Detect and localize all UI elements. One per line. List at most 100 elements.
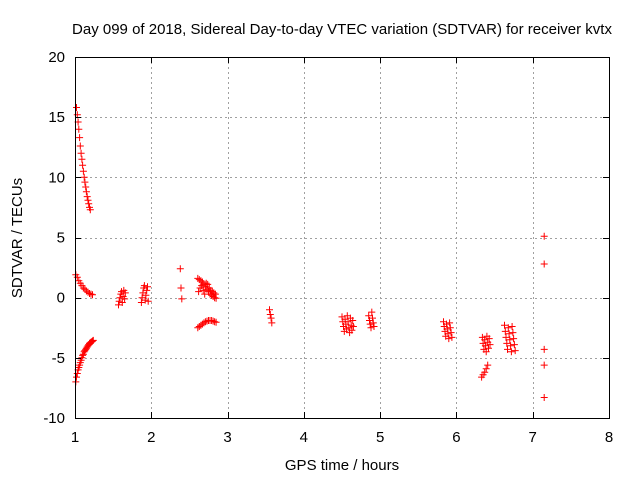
- data-point: [84, 288, 92, 296]
- data-point: [367, 324, 375, 332]
- data-point: [540, 394, 548, 401]
- y-tick-label: 20: [48, 49, 65, 66]
- data-point: [202, 279, 210, 287]
- data-point: [87, 290, 95, 298]
- data-point: [501, 321, 508, 329]
- data-point: [510, 341, 518, 349]
- x-tick-label: 7: [529, 429, 537, 446]
- data-point: [266, 311, 274, 318]
- data-point: [344, 318, 352, 326]
- data-point: [208, 317, 216, 324]
- data-point: [116, 294, 124, 302]
- data-point: [82, 188, 90, 196]
- data-point: [79, 161, 87, 169]
- chart-title: Day 099 of 2018, Sidereal Day-to-day VTE…: [72, 21, 612, 38]
- data-point: [443, 325, 451, 333]
- data-point: [198, 282, 206, 290]
- data-point: [195, 288, 203, 296]
- data-point: [77, 149, 85, 157]
- data-point: [510, 335, 518, 343]
- data-point: [446, 324, 454, 332]
- y-tick-label: 0: [57, 290, 65, 307]
- data-point: [448, 333, 456, 341]
- y-tick-label: 5: [57, 230, 65, 247]
- data-point: [144, 283, 151, 291]
- data-point: [83, 193, 91, 201]
- x-tick-labels: 1 2 3 4 5 6 7 8: [71, 429, 613, 446]
- data-point: [445, 335, 453, 343]
- data-point: [267, 314, 275, 322]
- data-point: [446, 319, 454, 327]
- x-axis-label: GPS time / hours: [285, 457, 399, 474]
- data-point: [137, 299, 145, 306]
- data-point: [73, 370, 81, 377]
- x-tick-label: 4: [300, 429, 308, 446]
- data-point: [143, 286, 151, 294]
- data-point: [504, 324, 512, 332]
- x-tick-label: 1: [71, 429, 79, 446]
- data-point: [507, 348, 515, 356]
- data-point: [89, 291, 96, 299]
- data-point: [366, 320, 374, 328]
- data-point: [118, 299, 126, 306]
- data-point: [444, 330, 452, 338]
- data-point: [76, 134, 84, 142]
- data-point: [369, 314, 376, 322]
- data-point: [370, 323, 378, 330]
- data-point: [268, 319, 276, 327]
- data-point: [73, 373, 80, 381]
- y-axis-label: SDTVAR / TECUs: [9, 178, 26, 298]
- data-point: [511, 347, 519, 355]
- data-point: [482, 348, 490, 356]
- data-point: [141, 296, 149, 304]
- data-point: [540, 260, 548, 268]
- data-point: [79, 351, 87, 359]
- data-point: [85, 200, 93, 208]
- data-point: [178, 295, 186, 303]
- data-point: [443, 320, 450, 328]
- data-point: [502, 333, 510, 341]
- data-point: [369, 319, 377, 327]
- data-point: [75, 125, 83, 133]
- data-point: [540, 361, 548, 369]
- data-point: [365, 312, 373, 320]
- data-point: [447, 329, 455, 337]
- data-point: [79, 167, 87, 175]
- data-point: [73, 273, 81, 281]
- data-point: [368, 308, 376, 316]
- data-point: [505, 330, 513, 338]
- data-point: [509, 329, 517, 337]
- x-tick-label: 6: [452, 429, 460, 446]
- data-point: [84, 196, 92, 204]
- data-point: [481, 368, 489, 376]
- data-point: [506, 336, 514, 344]
- data-point: [504, 345, 511, 353]
- data-point: [211, 294, 219, 302]
- x-tick-label: 5: [376, 429, 384, 446]
- data-point: [484, 361, 492, 369]
- data-point: [349, 323, 357, 330]
- data-point: [201, 290, 209, 298]
- data-point: [144, 297, 152, 305]
- data-point: [86, 206, 94, 214]
- data-point: [211, 318, 219, 326]
- data-point: [212, 294, 220, 302]
- data-point: [204, 280, 212, 288]
- data-point: [540, 345, 548, 353]
- data-point: [200, 319, 208, 327]
- data-point: [81, 178, 89, 186]
- data-points: [72, 104, 548, 401]
- y-tick-label: -10: [43, 410, 65, 427]
- data-point: [507, 342, 515, 350]
- data-point: [79, 284, 87, 292]
- data-point: [485, 335, 493, 343]
- y-tick-label: 10: [48, 169, 65, 186]
- data-point: [197, 277, 205, 285]
- data-point: [503, 339, 511, 347]
- data-point: [78, 155, 86, 163]
- data-point: [209, 317, 217, 325]
- data-point: [348, 326, 356, 334]
- y-tick-labels: -10 -5 0 5 10 15 20: [43, 49, 65, 427]
- data-point: [501, 327, 509, 335]
